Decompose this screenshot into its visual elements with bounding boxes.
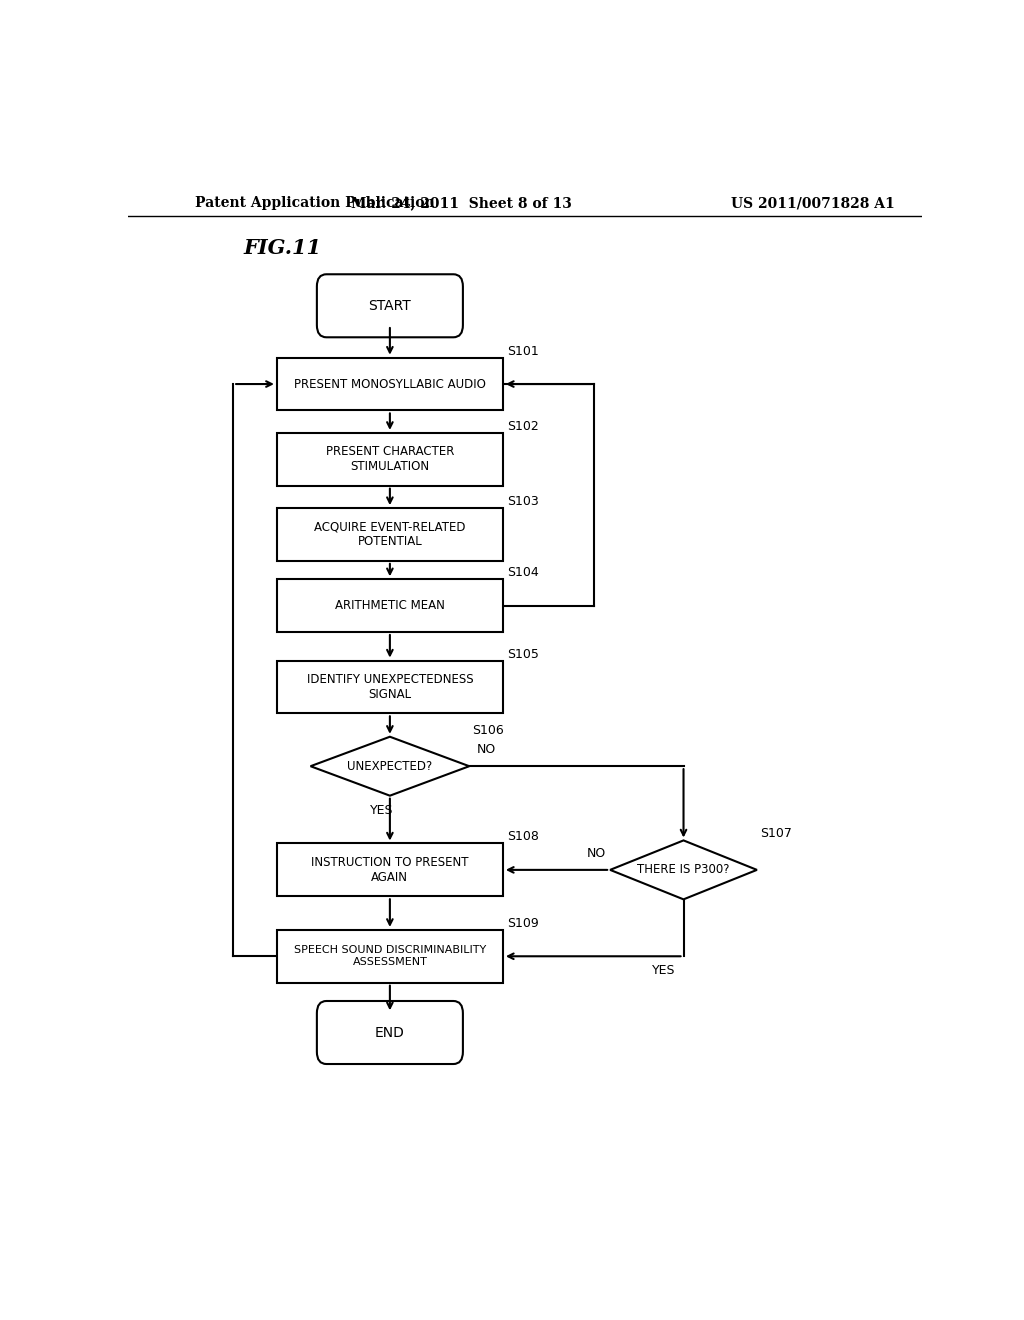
Text: UNEXPECTED?: UNEXPECTED?: [347, 760, 432, 772]
FancyBboxPatch shape: [316, 1001, 463, 1064]
Text: Mar. 24, 2011  Sheet 8 of 13: Mar. 24, 2011 Sheet 8 of 13: [351, 197, 571, 210]
Text: S108: S108: [507, 830, 539, 843]
Text: END: END: [375, 1026, 404, 1040]
FancyBboxPatch shape: [276, 579, 503, 632]
FancyBboxPatch shape: [276, 929, 503, 982]
Text: S106: S106: [472, 723, 504, 737]
Text: NO: NO: [587, 846, 606, 859]
Text: PRESENT CHARACTER
STIMULATION: PRESENT CHARACTER STIMULATION: [326, 445, 454, 474]
FancyBboxPatch shape: [276, 358, 503, 411]
Text: ARITHMETIC MEAN: ARITHMETIC MEAN: [335, 599, 444, 612]
Text: S103: S103: [507, 495, 539, 508]
Text: START: START: [369, 298, 412, 313]
Text: IDENTIFY UNEXPECTEDNESS
SIGNAL: IDENTIFY UNEXPECTEDNESS SIGNAL: [306, 673, 473, 701]
Text: S101: S101: [507, 345, 539, 358]
Polygon shape: [610, 841, 757, 899]
Text: S105: S105: [507, 648, 539, 660]
Text: S104: S104: [507, 566, 539, 579]
FancyBboxPatch shape: [276, 660, 503, 713]
FancyBboxPatch shape: [276, 508, 503, 561]
Text: FIG.11: FIG.11: [243, 238, 322, 257]
Text: US 2011/0071828 A1: US 2011/0071828 A1: [731, 197, 895, 210]
Text: Patent Application Publication: Patent Application Publication: [196, 197, 435, 210]
Text: NO: NO: [477, 743, 497, 756]
FancyBboxPatch shape: [276, 843, 503, 896]
Text: SPEECH SOUND DISCRIMINABILITY
ASSESSMENT: SPEECH SOUND DISCRIMINABILITY ASSESSMENT: [294, 945, 486, 968]
Text: S109: S109: [507, 917, 539, 929]
FancyBboxPatch shape: [276, 433, 503, 486]
Text: YES: YES: [371, 804, 393, 817]
FancyBboxPatch shape: [316, 275, 463, 338]
Text: ACQUIRE EVENT-RELATED
POTENTIAL: ACQUIRE EVENT-RELATED POTENTIAL: [314, 520, 466, 549]
Polygon shape: [310, 737, 469, 796]
Text: INSTRUCTION TO PRESENT
AGAIN: INSTRUCTION TO PRESENT AGAIN: [311, 855, 469, 884]
Text: THERE IS P300?: THERE IS P300?: [637, 863, 730, 876]
Text: YES: YES: [652, 965, 676, 977]
Text: S102: S102: [507, 420, 539, 433]
Text: S107: S107: [760, 828, 792, 841]
Text: PRESENT MONOSYLLABIC AUDIO: PRESENT MONOSYLLABIC AUDIO: [294, 378, 485, 391]
